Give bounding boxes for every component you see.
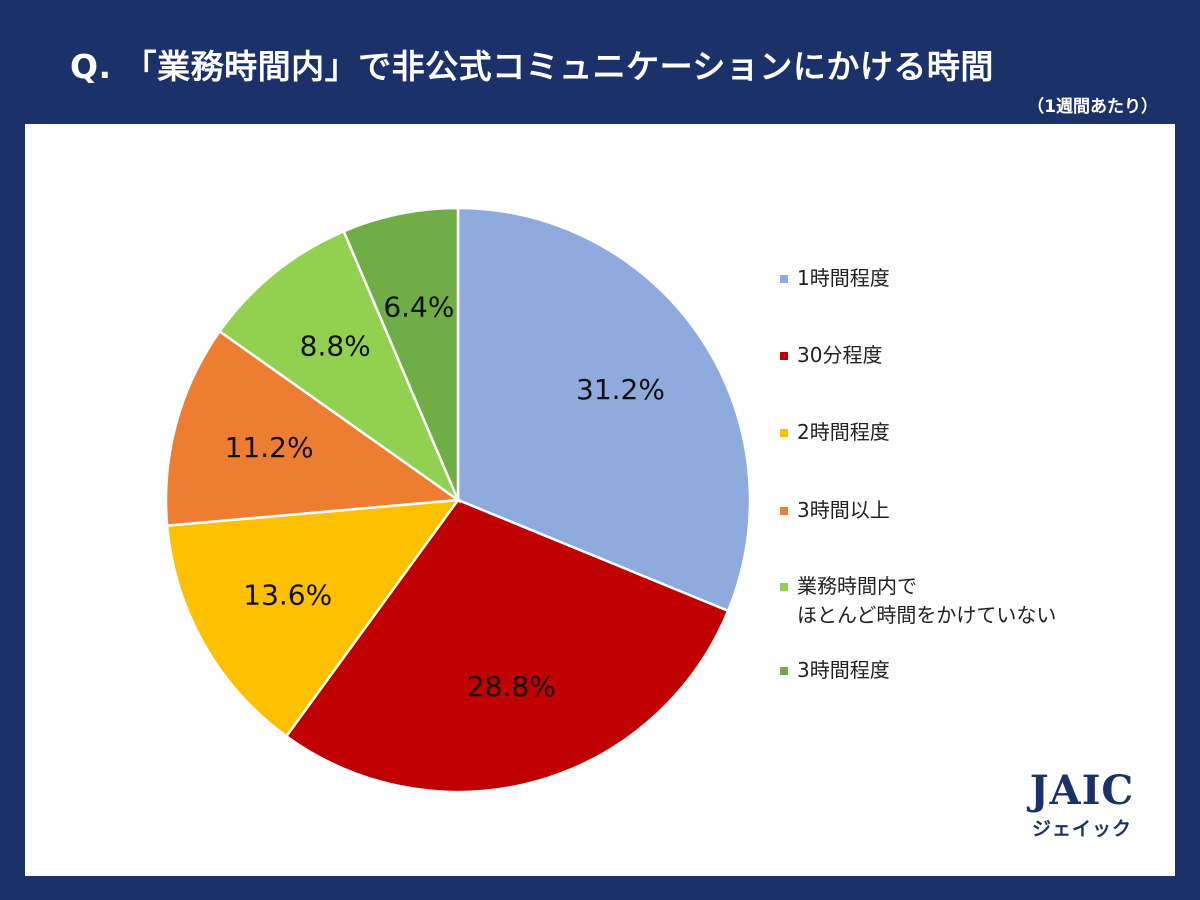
pie-slice-1h — [456, 206, 752, 613]
legend-item-3h: 3時間程度 — [780, 656, 1140, 685]
legend-item-1h: 1時間程度 — [780, 264, 1140, 293]
data-label-3h-plus: 11.2% — [225, 431, 314, 464]
legend-label: 3時間程度 — [797, 658, 890, 682]
data-label-3h: 6.4% — [383, 290, 454, 323]
legend-swatch — [780, 583, 788, 591]
legend-item-30m: 30分程度 — [780, 341, 1140, 370]
logo-mark: JAIC — [1029, 767, 1135, 814]
company-logo: JAIC ジェイック — [1017, 770, 1147, 850]
legend-swatch — [780, 429, 788, 437]
legend-item-none: 業務時間内で ほとんど時間をかけていない — [780, 572, 1140, 630]
legend-label: 2時間程度 — [797, 420, 890, 444]
legend-swatch — [780, 352, 788, 360]
pie-slice-3h — [342, 206, 460, 501]
page-subtitle: （1週間あたり） — [1027, 97, 1158, 117]
legend-swatch — [780, 667, 788, 675]
data-label-2h: 13.6% — [243, 578, 332, 611]
pie-slice-3h-plus — [164, 329, 462, 528]
pie-slice-none — [217, 229, 461, 504]
legend-swatch — [780, 275, 788, 283]
pie-chart: 31.2% 28.8% 13.6% 11.2% 8.8% 6.4% — [164, 206, 752, 794]
page-title: Q. 「業務時間内」で非公式コミュニケーションにかける時間 — [70, 47, 994, 86]
legend-item-3h-plus: 3時間以上 — [780, 496, 1140, 525]
pie-slice-2h — [165, 498, 461, 738]
data-label-none: 8.8% — [300, 330, 371, 363]
legend-label: 1時間程度 — [797, 266, 890, 290]
legend-label: 業務時間内で ほとんど時間をかけていない — [797, 574, 1057, 627]
logo-kana: ジェイック — [1031, 818, 1132, 840]
data-label-1h: 31.2% — [576, 373, 665, 406]
data-label-30m: 28.8% — [467, 670, 556, 703]
chart-panel: 31.2% 28.8% 13.6% 11.2% 8.8% 6.4% 1時間程度 30分程度 2… — [25, 124, 1175, 876]
legend-item-2h: 2時間程度 — [780, 418, 1140, 447]
legend-label: 30分程度 — [797, 343, 883, 367]
legend-swatch — [780, 507, 788, 515]
pie-slice-30m — [284, 498, 730, 794]
legend-label: 3時間以上 — [797, 498, 890, 522]
